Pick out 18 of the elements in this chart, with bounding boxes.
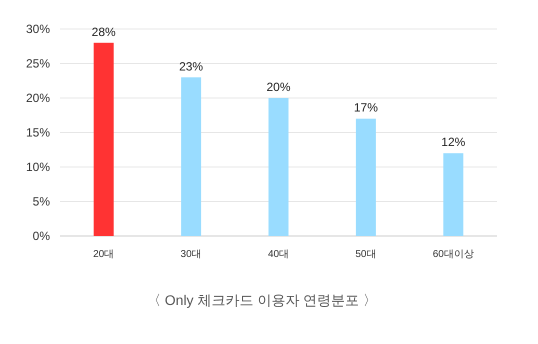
annotation: 〈 Only 체크카드 이용자 연령분포 〉 (146, 292, 378, 308)
ytick: 20% (26, 91, 50, 105)
value-label: 12% (441, 135, 466, 150)
ytick: 30% (26, 22, 50, 36)
value-label: 20% (266, 80, 291, 94)
xtick: 40대 (268, 249, 290, 260)
ytick: 25% (26, 56, 50, 70)
ytick: 0% (32, 229, 50, 243)
ytick: 5% (32, 194, 50, 208)
value-label: 23% (179, 59, 204, 74)
ytick: 10% (26, 160, 50, 174)
ytick: 15% (26, 126, 50, 140)
value-label: 17% (354, 100, 378, 115)
xtick: 50대 (355, 249, 376, 260)
value-label: 28% (92, 24, 116, 39)
xtick: 30대 (180, 249, 202, 260)
xtick: 60대이상 (432, 249, 474, 260)
xtick: 20대 (93, 249, 114, 260)
